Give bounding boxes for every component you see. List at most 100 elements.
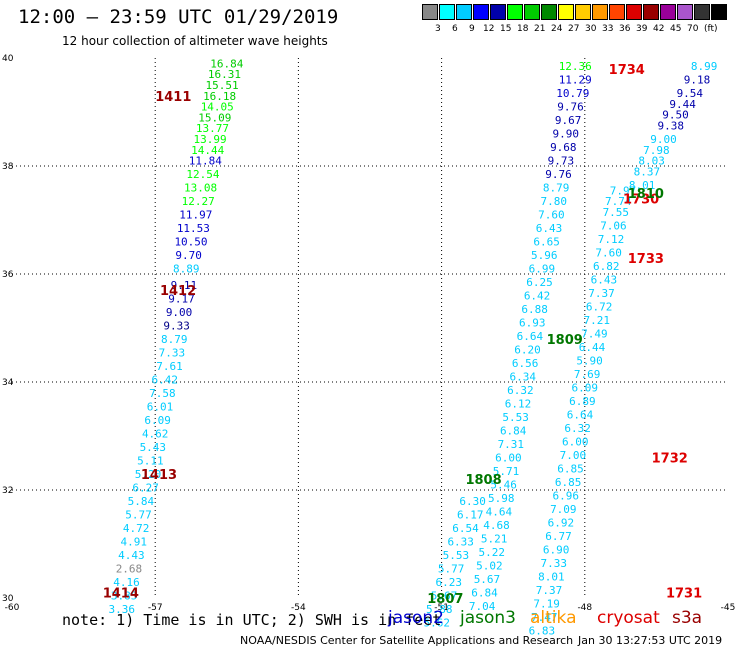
wave-height-value: 7.97 <box>610 184 637 197</box>
scale-label: 70 <box>687 24 699 34</box>
wave-height-value: 6.23 <box>436 576 463 589</box>
wave-height-value: 7.61 <box>156 360 183 373</box>
wave-height-value: 3.85 <box>111 589 138 602</box>
y-tick-label: 36 <box>2 270 14 280</box>
satellite-jason2: jason2 <box>388 608 444 628</box>
wave-height-labels: 16.8416.3115.5116.1814.0515.0913.7713.99… <box>109 57 718 637</box>
wave-height-value: 10.79 <box>556 87 589 100</box>
satellite-jason3: jason3 <box>460 608 516 628</box>
scale-label: 6 <box>452 24 458 34</box>
wave-height-value: 6.00 <box>562 435 589 448</box>
timestamp-text: Jan 30 13:27:53 UTC 2019 <box>578 634 723 647</box>
wave-height-value: 9.70 <box>175 249 202 262</box>
pass-time-label: 1730 <box>623 192 659 207</box>
wave-height-value: 7.19 <box>533 597 560 610</box>
wave-height-value: 5.62 <box>424 616 451 629</box>
wave-height-value: 15.09 <box>198 111 231 124</box>
scale-label: 9 <box>469 24 475 34</box>
wave-height-value: 4.91 <box>120 535 147 548</box>
scale-swatch <box>541 4 557 20</box>
wave-height-value: 12.54 <box>186 168 219 181</box>
wave-height-value: 8.79 <box>161 333 188 346</box>
scale-swatch <box>660 4 676 20</box>
wave-height-value: 5.53 <box>443 549 470 562</box>
pass-time-label: 1810 <box>628 187 664 202</box>
wave-height-value: 16.31 <box>208 68 241 81</box>
scale-label: 42 <box>653 24 665 34</box>
scale-label: 12 <box>483 24 495 34</box>
pass-time-label: 1731 <box>666 587 702 602</box>
wave-height-value: 9.00 <box>650 133 677 146</box>
wave-height-value: 5.67 <box>431 589 458 602</box>
wave-height-value: 7.37 <box>588 287 615 300</box>
wave-height-value: 4.16 <box>113 576 140 589</box>
wave-height-value: 12.36 <box>559 60 592 73</box>
satellite-s3a: s3a <box>672 608 703 628</box>
wave-height-value: 5.84 <box>128 495 155 508</box>
pass-time-label: 1411 <box>155 90 191 105</box>
axis-ticks: -60 -57 -54 -51 -48 -45 30 32 34 36 38 40 <box>2 54 735 613</box>
pass-time-label: 1414 <box>103 587 139 602</box>
scale-swatch <box>456 4 472 20</box>
wave-height-value: 7.80 <box>541 195 568 208</box>
satellite-altika: altika <box>530 608 577 628</box>
wave-height-value: 7.55 <box>603 206 630 219</box>
wave-height-value: 3.36 <box>109 603 136 616</box>
wave-height-value: 6.56 <box>512 357 539 370</box>
wave-height-value: 7.33 <box>159 346 186 359</box>
wave-height-value: 6.89 <box>569 395 596 408</box>
wave-height-value: 11.84 <box>189 155 222 168</box>
wave-height-value: 9.76 <box>557 101 584 114</box>
wave-height-value: 6.72 <box>586 300 613 313</box>
wave-height-value: 13.99 <box>194 133 227 146</box>
wave-height-value: 9.44 <box>669 98 696 111</box>
wave-height-value: 5.96 <box>531 249 558 262</box>
map-title: 12:00 – 23:59 UTC 01/29/2019 <box>18 6 339 28</box>
wave-height-value: 6.88 <box>521 303 548 316</box>
wave-height-value: 7.60 <box>538 209 565 222</box>
wave-height-value: 4.72 <box>123 522 150 535</box>
wave-height-value: 6.33 <box>447 535 474 548</box>
wave-height-value: 6.09 <box>572 381 599 394</box>
wave-height-value: 5.98 <box>488 492 515 505</box>
scale-label: 39 <box>636 24 648 34</box>
pass-time-label: 1412 <box>160 284 196 299</box>
wave-height-value: 8.89 <box>173 263 200 276</box>
wave-height-value: 9.38 <box>657 120 684 133</box>
wave-height-value: 4.43 <box>118 549 145 562</box>
wave-height-value: 9.68 <box>550 141 577 154</box>
wave-height-value: 7.33 <box>541 557 568 570</box>
scale-swatch <box>439 4 455 20</box>
scale-swatch <box>643 4 659 20</box>
wave-height-value: 7.74 <box>605 195 632 208</box>
wave-height-value: 6.42 <box>151 373 178 386</box>
scale-swatch <box>507 4 523 20</box>
wave-height-value: 9.73 <box>548 155 575 168</box>
wave-height-value: 5.21 <box>481 533 508 546</box>
wave-height-value: 4.64 <box>486 506 513 519</box>
wave-height-value: 15.51 <box>205 79 238 92</box>
wave-height-value: 9.00 <box>166 306 193 319</box>
scale-swatch <box>558 4 574 20</box>
scale-label: 27 <box>568 24 580 34</box>
scale-swatch <box>575 4 591 20</box>
pass-time-label: 1732 <box>652 452 688 467</box>
wave-height-value: 6.84 <box>500 425 527 438</box>
y-tick-label: 38 <box>2 162 14 172</box>
y-tick-label: 40 <box>2 54 14 64</box>
wave-height-value: 6.27 <box>132 481 159 494</box>
wave-height-value: 6.82 <box>593 260 620 273</box>
x-tick-label: -45 <box>721 603 736 613</box>
pass-time-label: 1807 <box>427 592 463 607</box>
wave-height-value: 5.77 <box>438 562 465 575</box>
y-tick-label: 30 <box>2 594 14 604</box>
wave-height-value: 8.01 <box>629 179 656 192</box>
x-tick-label: -57 <box>148 603 163 613</box>
wave-height-value: 4.62 <box>142 427 169 440</box>
wave-height-value: 5.67 <box>474 573 501 586</box>
wave-height-value: 5.22 <box>478 546 505 559</box>
wave-height-value: 8.79 <box>543 182 570 195</box>
wave-height-value: 13.08 <box>184 182 217 195</box>
scale-label: 18 <box>517 24 529 34</box>
wave-height-value: 9.90 <box>552 128 579 141</box>
